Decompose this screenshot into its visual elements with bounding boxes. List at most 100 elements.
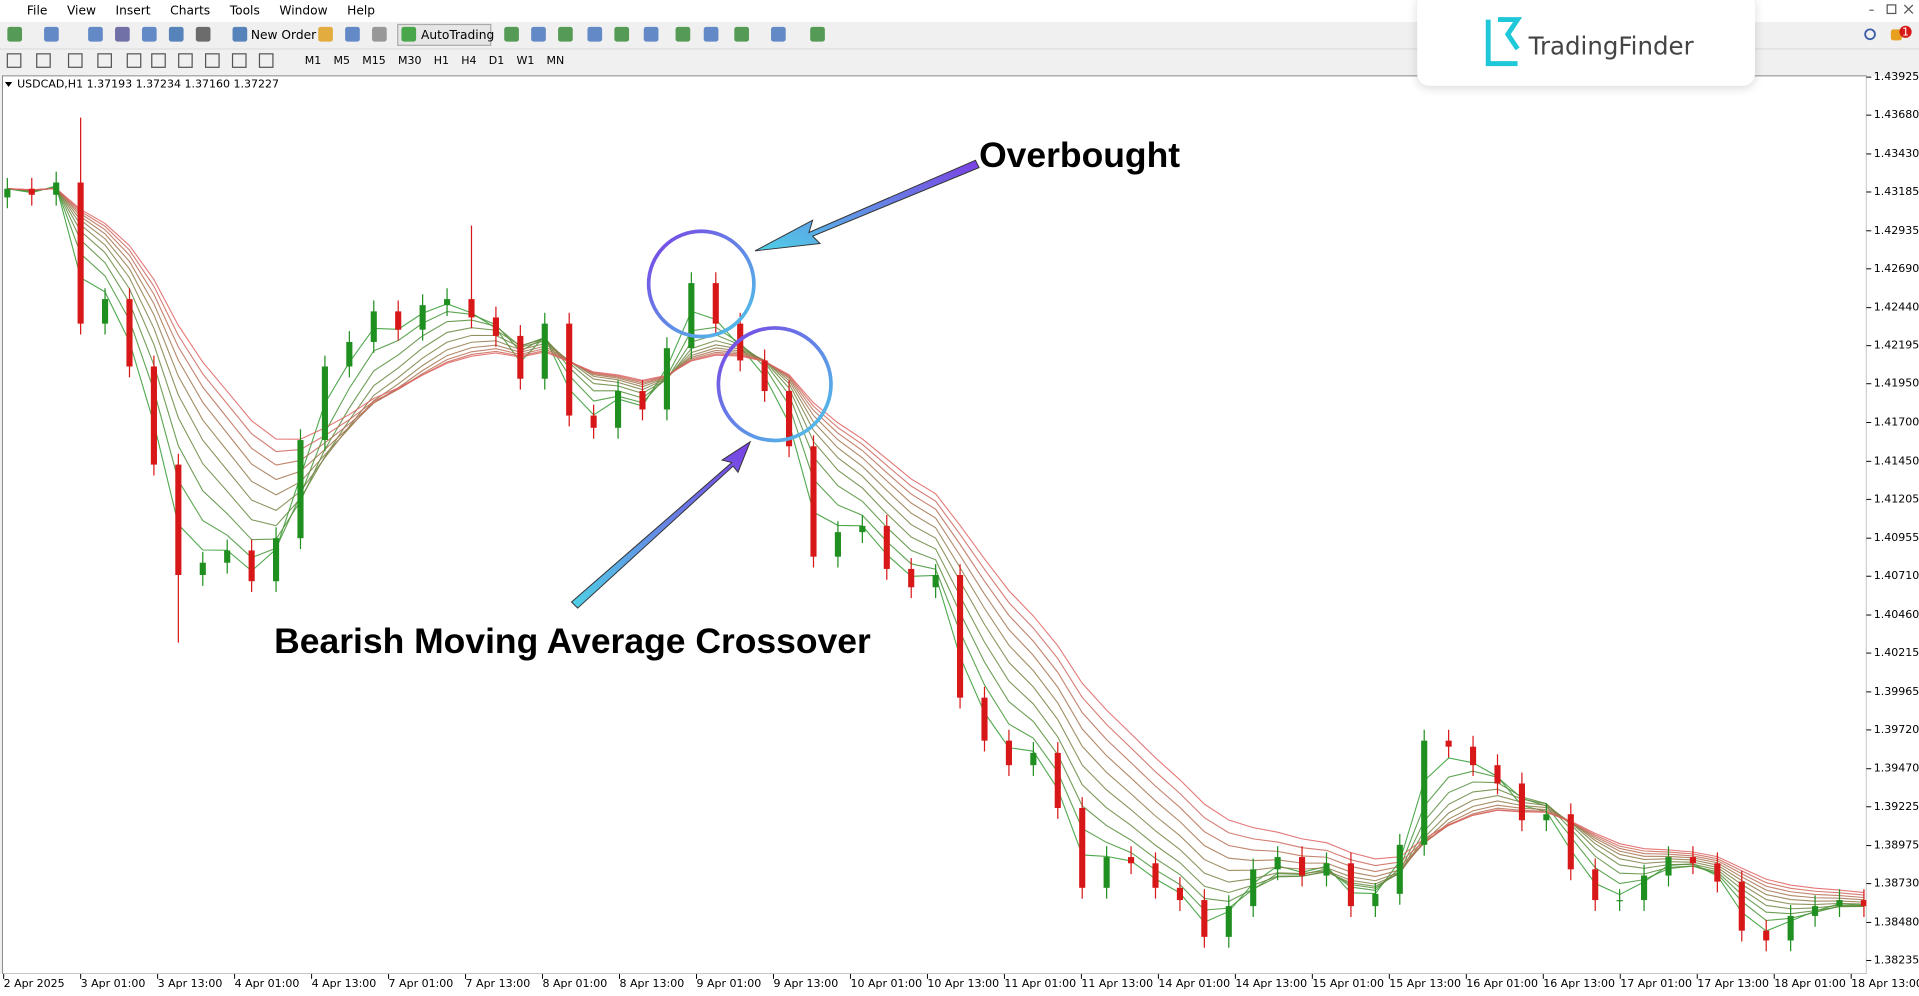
timeframe-button[interactable]: MN [547, 54, 565, 67]
candle-body [395, 311, 402, 330]
toolbar-icon[interactable] [195, 26, 211, 42]
menu-item[interactable]: Charts [170, 4, 210, 18]
toolbar-button[interactable]: New Order [251, 28, 317, 42]
x-tick-label: 16 Apr 01:00 [1466, 977, 1538, 990]
toolbar-icon[interactable] [531, 26, 546, 42]
search-icon[interactable] [1864, 28, 1876, 41]
y-tick-label: 1.42935 [1874, 224, 1919, 237]
ribbon-line [7, 187, 1864, 903]
candle-body [492, 317, 499, 336]
candle-body [1641, 875, 1648, 901]
candle-body [932, 574, 939, 588]
menu-item[interactable]: Help [347, 4, 375, 18]
tool-icon[interactable] [67, 53, 83, 68]
tool-icon[interactable] [126, 53, 142, 68]
timeframe-button[interactable]: W1 [516, 54, 534, 67]
window-controls[interactable]: – [1869, 3, 1914, 16]
toolbar-icon[interactable] [401, 26, 417, 42]
toolbar-icon[interactable] [372, 26, 387, 42]
notification-badge[interactable] [1899, 25, 1912, 38]
candle-body [1347, 863, 1354, 907]
toolbar-icon[interactable] [587, 26, 603, 42]
toolbar-icon[interactable] [232, 26, 248, 42]
menu-item[interactable]: Insert [116, 4, 151, 18]
y-tick-label: 1.38730 [1874, 877, 1919, 890]
candle-body [150, 366, 157, 465]
timeframe-button[interactable]: M5 [333, 54, 350, 67]
tool-icon[interactable] [36, 53, 51, 68]
toolbar-icon[interactable] [643, 26, 659, 42]
tool-icon[interactable] [97, 53, 112, 68]
ma-ribbon [7, 185, 1864, 932]
menu-item[interactable]: Window [279, 4, 327, 18]
timeframe-button[interactable]: H1 [434, 54, 449, 67]
candle-body [77, 182, 84, 324]
candle-body [1274, 857, 1281, 870]
y-tick-label: 1.41450 [1874, 454, 1919, 467]
toolbar-icon[interactable] [141, 26, 157, 42]
candle-body [908, 568, 915, 588]
timeframe-button[interactable]: D1 [489, 54, 504, 67]
menu-item[interactable]: View [67, 4, 96, 18]
candle-body [1201, 900, 1208, 937]
menu-item[interactable]: File [27, 4, 47, 18]
candle-body [517, 335, 524, 379]
restore[interactable] [1886, 4, 1897, 15]
candle-body [1030, 752, 1037, 766]
x-tick-label: 17 Apr 01:00 [1620, 977, 1692, 990]
candle-body [615, 391, 622, 428]
y-tick-label: 1.40710 [1874, 569, 1919, 582]
x-tick-label: 7 Apr 13:00 [466, 977, 531, 990]
x-tick-label: 9 Apr 13:00 [773, 977, 838, 990]
candle-body [1616, 900, 1623, 902]
toolbar-icon[interactable] [734, 26, 749, 42]
candle-body [370, 311, 377, 342]
toolbar-icon[interactable] [558, 26, 573, 42]
toolbar-button[interactable]: AutoTrading [421, 28, 494, 42]
toolbar-icon[interactable] [88, 26, 103, 42]
toolbar-icon[interactable] [771, 26, 786, 42]
toolbar-button-frame[interactable] [397, 23, 492, 46]
candle-body [810, 446, 817, 557]
toolbar-icon[interactable] [675, 26, 691, 42]
timeframe-button[interactable]: M1 [305, 54, 322, 67]
toolbar-icon[interactable] [703, 26, 719, 42]
tool-icon[interactable] [6, 53, 22, 68]
toolbar-icon[interactable] [168, 26, 184, 42]
candle-body [688, 283, 695, 349]
ribbon-line [7, 187, 1864, 906]
toolbar-icon[interactable] [614, 26, 630, 42]
alert-icon[interactable] [1890, 29, 1902, 41]
candle-body [468, 299, 475, 318]
toolbar-icon[interactable] [810, 26, 825, 42]
timeframe-button[interactable]: M15 [362, 54, 386, 67]
candle-body [1470, 746, 1477, 766]
y-tick-label: 1.42440 [1874, 301, 1919, 314]
toolbar-icon[interactable] [44, 26, 59, 42]
candle-body [712, 283, 719, 324]
menu-item[interactable]: Tools [229, 4, 260, 18]
x-tick-label: 4 Apr 13:00 [312, 977, 377, 990]
tool-icon[interactable] [178, 53, 193, 68]
timeframe-button[interactable]: H4 [461, 54, 476, 67]
toolbar-icon[interactable] [345, 26, 360, 42]
close[interactable] [1903, 4, 1914, 14]
timeframe-button[interactable]: M30 [398, 54, 422, 67]
toolbar-icon[interactable] [318, 26, 333, 42]
y-tick-label: 1.38975 [1874, 839, 1919, 852]
annotation: Bearish Moving Average Crossover [274, 621, 871, 661]
chart-info: USDCAD,H1 1.37193 1.37234 1.37160 1.3722… [17, 77, 279, 90]
candle-body [248, 550, 255, 582]
candle-body [1323, 863, 1330, 876]
candle-body [786, 391, 793, 447]
x-tick-label: 10 Apr 13:00 [927, 977, 999, 990]
minimize[interactable]: – [1869, 3, 1875, 16]
tool-icon[interactable] [151, 53, 166, 68]
toolbar-icon[interactable] [115, 26, 130, 42]
axes: 1.43925 1.43680 1.43430 1.43185 1.42935 1.426… [3, 70, 1919, 990]
toolbar-icon[interactable] [504, 26, 519, 42]
tool-icon[interactable] [204, 53, 220, 68]
tool-icon[interactable] [258, 53, 274, 68]
tool-icon[interactable] [231, 53, 247, 68]
toolbar-icon[interactable] [7, 26, 23, 42]
